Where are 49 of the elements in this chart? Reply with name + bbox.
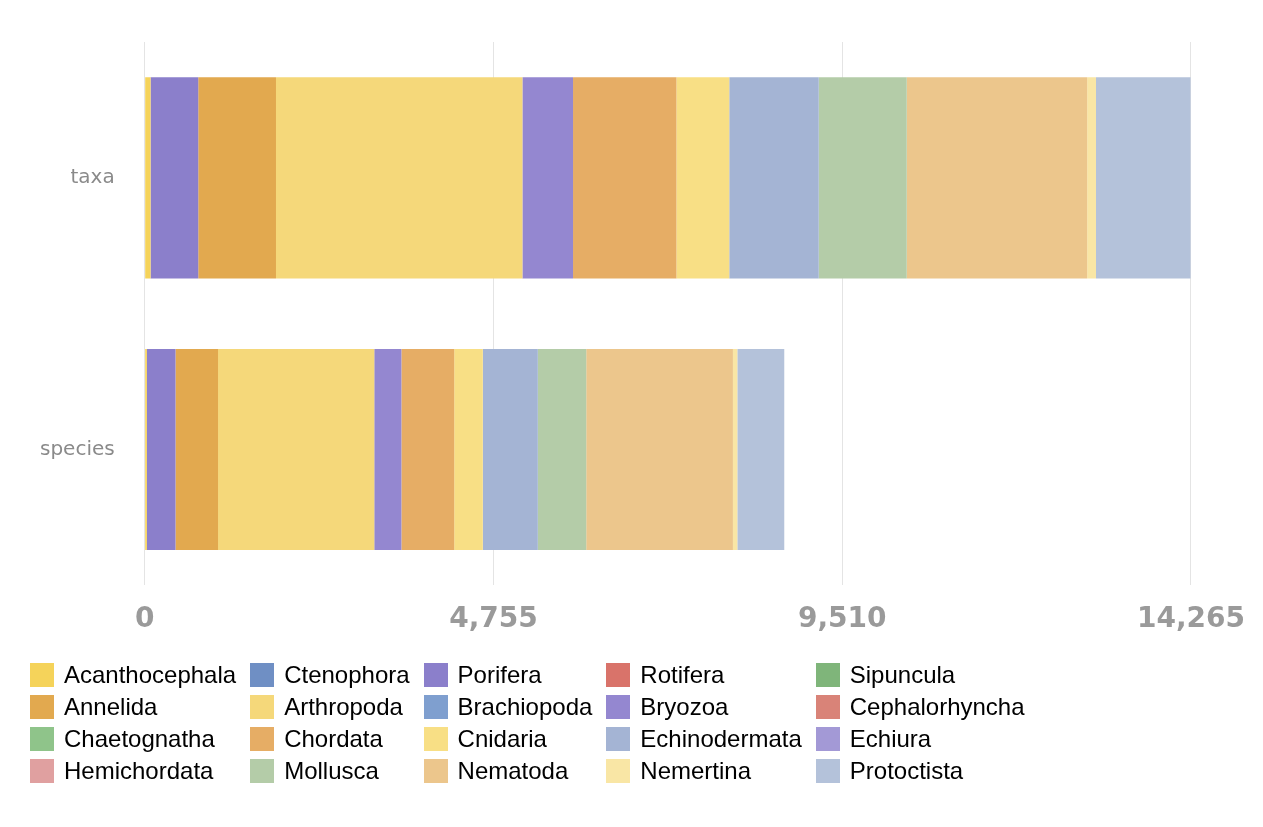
legend-label: Bryozoa [640, 693, 729, 721]
bar [198, 77, 276, 279]
bar [454, 349, 483, 551]
bar [818, 77, 907, 279]
legend-label: Cnidaria [457, 725, 547, 753]
legend-label: Protoctista [849, 757, 964, 785]
legend-label: Echiura [849, 725, 932, 753]
legend-label: Rotifera [640, 661, 725, 689]
legend-label: Brachiopoda [457, 693, 593, 721]
legend-label: Hemichordata [64, 757, 214, 785]
bar [146, 349, 176, 551]
x-tick-label: 0 [134, 601, 155, 635]
legend-label: Acanthocephala [64, 661, 237, 689]
bar [537, 349, 587, 551]
bar [732, 349, 738, 551]
x-tick-label: 4,755 [449, 601, 538, 635]
legend-label: Porifera [457, 661, 542, 689]
legend-label: Echinodermata [640, 725, 802, 753]
y-tick-label: species [39, 435, 115, 460]
y-tick-label: taxa [70, 164, 115, 189]
bar [275, 77, 523, 279]
legend-label: Annelida [64, 693, 158, 721]
bar [150, 77, 199, 279]
bar [522, 77, 574, 279]
legend-label: Cephalorhyncha [849, 693, 1025, 721]
bar [586, 349, 733, 551]
bar [1095, 77, 1191, 279]
bar [676, 77, 730, 279]
legend-label: Arthropoda [284, 693, 403, 721]
x-tick-label: 14,265 [1136, 601, 1246, 635]
bar [218, 349, 375, 551]
bar [1087, 77, 1096, 279]
bar [906, 77, 1088, 279]
bar [145, 77, 151, 279]
bar [573, 77, 677, 279]
bar [737, 349, 785, 551]
bar [482, 349, 538, 551]
legend-label: Chaetognatha [64, 725, 215, 753]
legend-label: Sipuncula [849, 661, 956, 689]
bar [175, 349, 219, 551]
bar [401, 349, 455, 551]
legend-label: Chordata [284, 725, 383, 753]
legend-label: Ctenophora [284, 661, 410, 689]
bar [729, 77, 819, 279]
x-tick-label: 9,510 [797, 601, 887, 635]
legend-label: Mollusca [284, 757, 379, 785]
legend-label: Nemertina [640, 757, 752, 785]
legend-label: Nematoda [457, 757, 569, 785]
bar [374, 349, 402, 551]
